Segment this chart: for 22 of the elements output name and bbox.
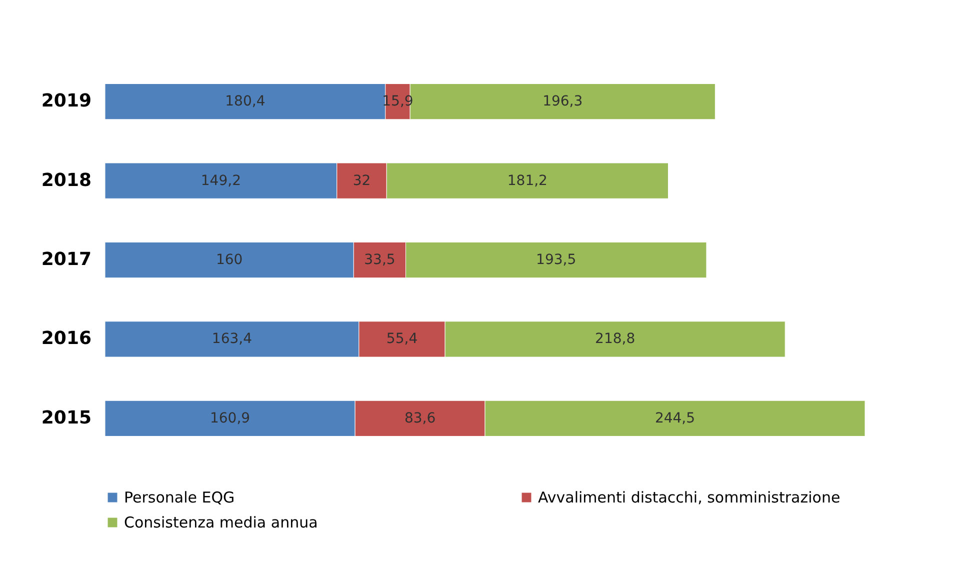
data-label: 160,9 [210, 410, 250, 426]
y-tick-label: 2019 [41, 90, 92, 112]
data-label: 244,5 [654, 410, 696, 426]
data-label: 83,6 [404, 410, 436, 426]
data-label: 160 [216, 252, 243, 268]
data-label: 33,5 [364, 252, 396, 268]
legend-label: Personale EQG [124, 488, 235, 507]
data-label: 180,4 [225, 94, 266, 110]
y-tick-label: 2015 [41, 407, 92, 428]
data-label: 32 [352, 172, 371, 189]
legend-label: Avvalimenti distacchi, somministrazione [538, 488, 840, 507]
data-label: 218,8 [595, 331, 636, 348]
data-label: 193,5 [536, 252, 576, 268]
legend-label: Consistenza media annua [124, 514, 318, 532]
data-label: 163,4 [212, 331, 252, 348]
data-label: 149,2 [200, 172, 241, 189]
y-tick-label: 2016 [41, 328, 92, 350]
data-label: 55,4 [386, 331, 418, 348]
y-tick-label: 2018 [41, 170, 92, 191]
y-tick-label: 2017 [41, 249, 92, 270]
data-label: 196,3 [542, 94, 583, 110]
data-label: 181,2 [507, 172, 548, 189]
